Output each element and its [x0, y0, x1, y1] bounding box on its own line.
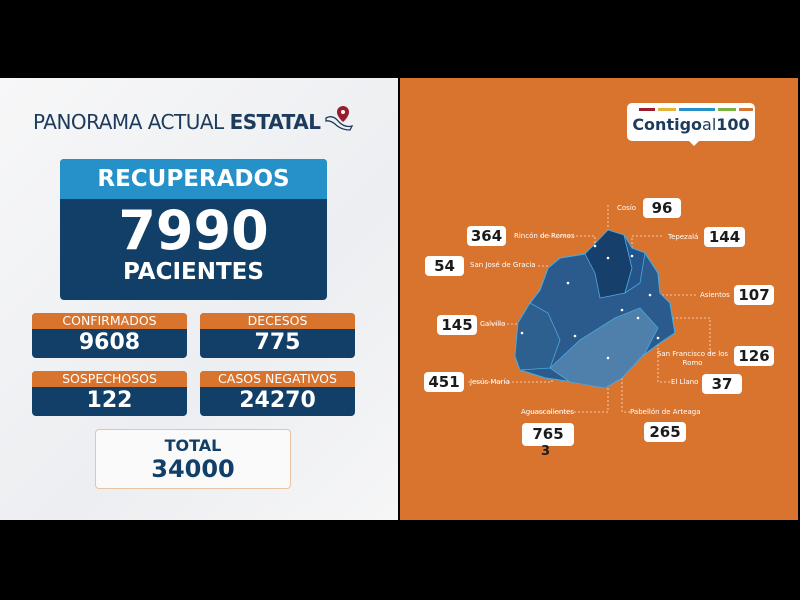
value-aguascalientes-extra: 3 — [541, 444, 551, 459]
label-aguascalientes: Aguascalientes — [521, 408, 575, 416]
contigo-al-100-logo: Contigoal100 — [627, 103, 755, 146]
value-san-francisco-de-los-romo: 126 — [734, 346, 774, 366]
stat-label: CASOS NEGATIVOS — [200, 371, 355, 387]
stat-label: DECESOS — [200, 313, 355, 329]
value-cosio: 96 — [643, 198, 681, 218]
total-label: TOTAL — [164, 436, 222, 455]
mexico-location-icon — [325, 106, 354, 131]
label-el-llano: El Llano — [671, 378, 699, 386]
value-asientos: 107 — [734, 285, 774, 305]
sospechosos-card: SOSPECHOSOS 122 — [32, 371, 187, 416]
label-rincon-de-romos: Rincón de Romos — [514, 232, 575, 240]
total-card: TOTAL 34000 — [95, 429, 291, 489]
stat-value: 9608 — [78, 330, 141, 355]
stat-value: 122 — [86, 388, 133, 413]
stat-label: SOSPECHOSOS — [32, 371, 187, 387]
value-tepezala: 144 — [704, 227, 745, 247]
region-aguascalientes — [549, 307, 659, 389]
label-calvillo: Calvillo — [480, 320, 506, 328]
page-title: PANORAMA ACTUAL ESTATAL — [33, 110, 321, 134]
value-pabellon-de-arteaga: 265 — [644, 422, 686, 442]
stat-value: 24270 — [239, 388, 316, 413]
region-calvillo — [514, 302, 561, 371]
recuperados-card: RECUPERADOS 7990 PACIENTES — [60, 159, 327, 300]
value-san-jose-de-gracia: 54 — [425, 256, 464, 276]
value-rincon-de-romos: 364 — [467, 226, 506, 246]
stat-value: 775 — [254, 330, 301, 355]
aguascalientes-map — [468, 205, 711, 413]
value-jesus-maria: 451 — [424, 372, 464, 392]
label-san-francisco-de-los-romo: San Francisco de los Romo — [656, 350, 729, 367]
total-value: 34000 — [151, 455, 235, 483]
stat-label: CONFIRMADOS — [32, 313, 187, 329]
recuperados-label: RECUPERADOS — [60, 159, 327, 199]
recuperados-unit: PACIENTES — [123, 259, 264, 285]
label-san-jose-de-gracia: San José de Gracia — [470, 261, 536, 269]
recuperados-value: 7990 — [118, 199, 269, 262]
value-calvillo: 145 — [437, 315, 477, 335]
value-el-llano: 37 — [702, 374, 742, 394]
casos-negativos-card: CASOS NEGATIVOS 24270 — [200, 371, 355, 416]
label-tepezala: Tepezalá — [668, 233, 699, 241]
value-aguascalientes: 765 — [522, 423, 574, 446]
decesos-card: DECESOS 775 — [200, 313, 355, 358]
label-asientos: Asientos — [700, 291, 730, 299]
confirmados-card: CONFIRMADOS 9608 — [32, 313, 187, 358]
label-pabellon-de-arteaga: Pabellón de Arteaga — [630, 408, 701, 416]
label-jesus-maria: Jesús María — [470, 378, 510, 386]
region-tepezala — [623, 234, 646, 294]
label-cosio: Cosío — [617, 204, 637, 212]
